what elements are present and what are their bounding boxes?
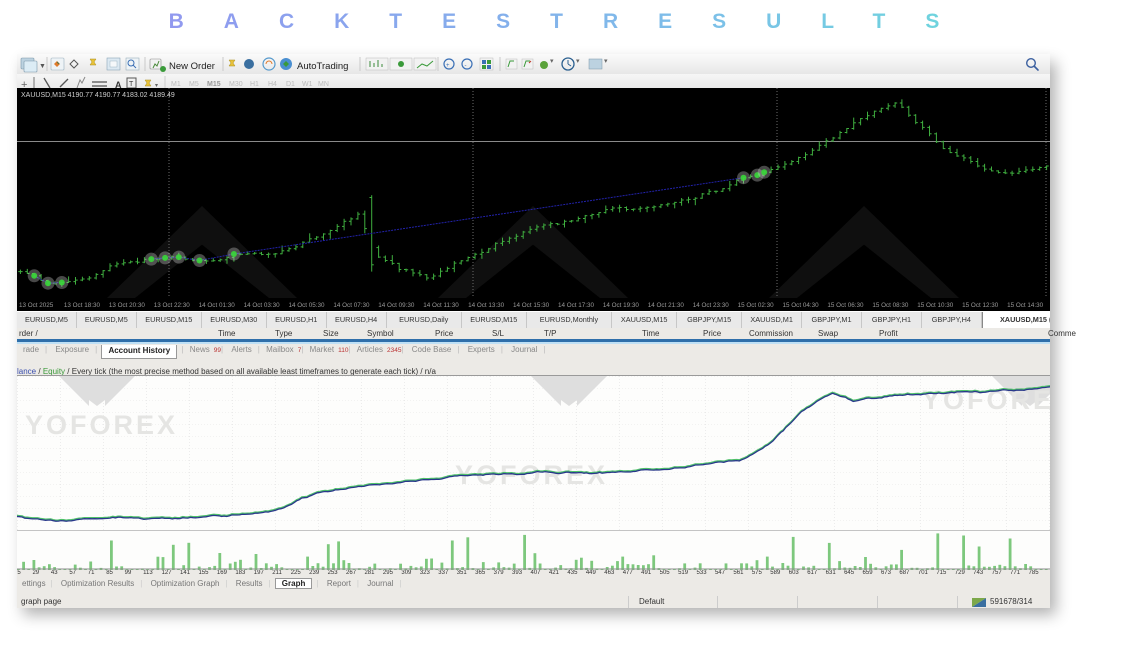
svg-text:14 Oct 11:30: 14 Oct 11:30 — [423, 302, 459, 309]
svg-text:14 Oct 01:30: 14 Oct 01:30 — [199, 302, 236, 309]
svg-text:13 Oct 18:30: 13 Oct 18:30 — [64, 302, 101, 309]
svg-text:15 Oct 04:30: 15 Oct 04:30 — [783, 302, 820, 309]
svg-text:14 Oct 03:30: 14 Oct 03:30 — [244, 302, 281, 309]
svg-text:14 Oct 21:30: 14 Oct 21:30 — [648, 302, 685, 309]
svg-text:T: T — [129, 81, 134, 88]
svg-text:XAUUSD,M15 4190.77 4190.77 41: XAUUSD,M15 4190.77 4190.77 4183.02 4189.… — [21, 92, 175, 99]
svg-text:+: + — [446, 63, 450, 69]
svg-text:15 Oct 12:30: 15 Oct 12:30 — [962, 302, 999, 309]
svg-text:YOFOREX: YOFOREX — [25, 410, 178, 440]
svg-text:13 Oct 2025: 13 Oct 2025 — [19, 302, 54, 309]
svg-text:M15: M15 — [207, 81, 221, 88]
svg-text:D1: D1 — [286, 81, 295, 88]
svg-text:15 Oct 10:30: 15 Oct 10:30 — [917, 302, 954, 309]
svg-text:15 Oct 08:30: 15 Oct 08:30 — [872, 302, 909, 309]
svg-text:15 Oct 06:30: 15 Oct 06:30 — [827, 302, 864, 309]
svg-text:H4: H4 — [268, 81, 277, 88]
svg-text:15 Oct 02:30: 15 Oct 02:30 — [738, 302, 775, 309]
svg-text:▾: ▾ — [576, 58, 580, 65]
svg-text:-: - — [465, 63, 467, 69]
svg-text:14 Oct 23:30: 14 Oct 23:30 — [693, 302, 730, 309]
svg-text:M1: M1 — [171, 81, 181, 88]
svg-text:W1: W1 — [302, 81, 313, 88]
svg-text:14 Oct 13:30: 14 Oct 13:30 — [468, 302, 505, 309]
svg-text:M5: M5 — [189, 81, 199, 88]
svg-text:▾: ▾ — [604, 58, 608, 65]
svg-text:AutoTrading: AutoTrading — [297, 61, 348, 72]
svg-text:14 Oct 07:30: 14 Oct 07:30 — [333, 302, 370, 309]
svg-text:H1: H1 — [250, 81, 259, 88]
svg-text:13 Oct 20:30: 13 Oct 20:30 — [109, 302, 146, 309]
svg-text:▾: ▾ — [550, 58, 554, 65]
svg-text:14 Oct 15:30: 14 Oct 15:30 — [513, 302, 550, 309]
svg-text:14 Oct 19:30: 14 Oct 19:30 — [603, 302, 640, 309]
svg-text:14 Oct 09:30: 14 Oct 09:30 — [378, 302, 415, 309]
svg-text:MN: MN — [318, 81, 329, 88]
svg-text:14 Oct 17:30: 14 Oct 17:30 — [558, 302, 595, 309]
svg-text:M30: M30 — [229, 81, 243, 88]
svg-text:▼: ▼ — [39, 63, 46, 70]
svg-text:13 Oct 22:30: 13 Oct 22:30 — [154, 302, 191, 309]
svg-text:14 Oct 05:30: 14 Oct 05:30 — [288, 302, 325, 309]
svg-text:New Order: New Order — [169, 61, 215, 72]
svg-text:15 Oct 14:30: 15 Oct 14:30 — [1007, 302, 1044, 309]
